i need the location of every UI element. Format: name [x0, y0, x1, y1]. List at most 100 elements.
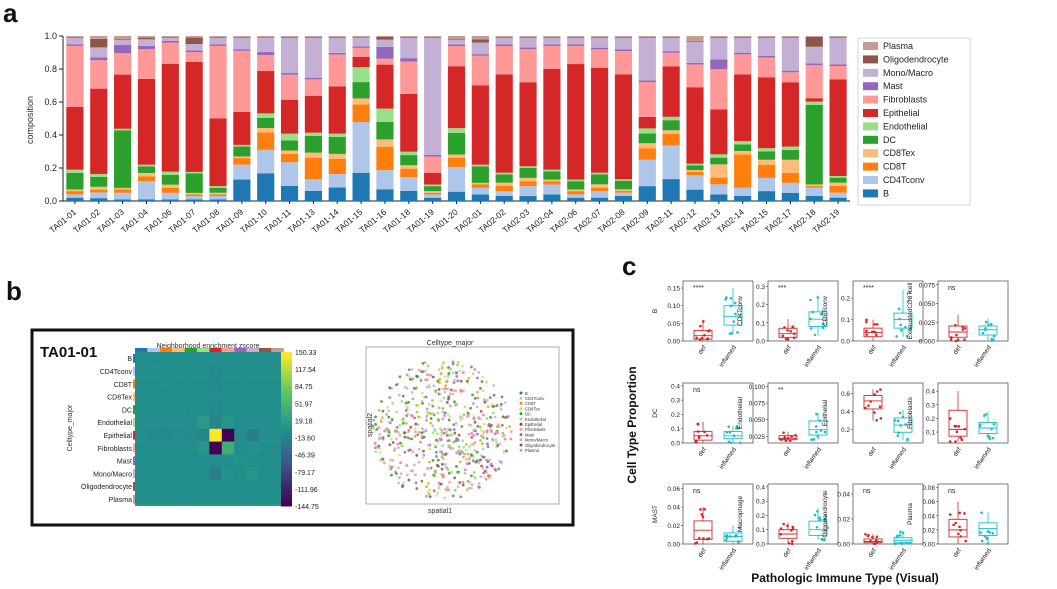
- colorbar-segment: [281, 359, 292, 365]
- stack-bar-segment: [352, 37, 370, 47]
- box-y-tick-label: 0.02: [667, 523, 680, 530]
- stack-bar-segment: [209, 45, 227, 119]
- spatial-cell-dot: [470, 453, 473, 457]
- heatmap-cell: [246, 377, 260, 391]
- spatial-cell-dot: [473, 396, 477, 400]
- stack-bar-segment: [280, 36, 299, 37]
- spatial-cell-dot: [447, 395, 451, 399]
- heatmap-cell: [246, 492, 260, 506]
- spatial-legend-label: B: [525, 391, 528, 396]
- stack-bar-segment: [495, 46, 513, 75]
- box-y-tick-label: 0.02: [837, 517, 850, 524]
- stack-bar-segment: [734, 151, 752, 155]
- spatial-cell-dot: [491, 411, 495, 415]
- spatial-cell-dot: [485, 398, 489, 402]
- box-point: [948, 417, 952, 420]
- box-point: [904, 541, 908, 545]
- heatmap-category-strip: [221, 348, 235, 352]
- spatial-cell-dot: [482, 475, 486, 479]
- box-y-tick-label: 0.00: [667, 542, 680, 549]
- box-y-tick-label: 0.4: [841, 409, 850, 416]
- stack-bar-segment: [447, 46, 466, 67]
- heatmap-cell: [184, 480, 198, 494]
- stack-bar-segment: [614, 51, 633, 75]
- stack-bar-segment: [257, 113, 275, 118]
- spatial-cell-dot: [387, 415, 391, 419]
- spatial-cell-dot: [440, 366, 444, 370]
- heatmap-cell: [234, 441, 247, 455]
- box-point: [979, 531, 983, 534]
- spatial-cell-dot: [381, 457, 385, 461]
- stack-bar-segment: [280, 73, 299, 75]
- box-point: [879, 417, 883, 420]
- spatial-legend-label: Plasma: [525, 448, 540, 453]
- heatmap-cell: [197, 377, 210, 391]
- spatial-cell-dot: [451, 447, 455, 450]
- box-point: [732, 434, 736, 438]
- heatmap-cell: [135, 403, 148, 417]
- spatial-cell-dot: [379, 436, 383, 440]
- spatial-cell-dot: [499, 407, 503, 411]
- box-point: [865, 333, 868, 336]
- spatial-cell-dot: [461, 416, 465, 420]
- heatmap-row-color-marker: [133, 366, 135, 376]
- heatmap-cell: [246, 467, 260, 481]
- stack-y-tick-labels: 0.0 0.2 0.4 0.6 0.8 1.0: [44, 31, 63, 206]
- box-point: [725, 296, 728, 299]
- heatmap-cell: [147, 403, 161, 417]
- heatmap-cell: [172, 416, 185, 430]
- box-point: [898, 534, 902, 537]
- box-point: [899, 530, 902, 534]
- heatmap-cell: [209, 364, 223, 378]
- heatmap-cell: [209, 352, 223, 366]
- stack-bar-segment: [114, 36, 132, 40]
- box-group-label: def: [867, 446, 878, 458]
- spatial-cell-dot: [425, 485, 428, 489]
- stack-bar-segment: [471, 54, 489, 56]
- heatmap-row-color-marker: [133, 482, 135, 491]
- spatial-cell-dot: [417, 415, 420, 419]
- stack-bar-segment: [710, 37, 728, 60]
- stack-bar-segment: [829, 186, 847, 193]
- spatial-cell-dot: [479, 387, 482, 390]
- stack-bar-segment: [710, 157, 728, 165]
- stack-bar-segment: [447, 166, 466, 192]
- stack-bar-segment: [424, 191, 442, 193]
- stack-bar-segment: [376, 64, 394, 109]
- stack-bar-segment: [805, 46, 823, 64]
- box-y-tick-label: 0.2: [671, 412, 680, 419]
- stack-bar-segment: [233, 50, 251, 112]
- stack-bar-segment: [543, 36, 561, 38]
- spatial-cell-dot: [427, 492, 431, 496]
- spatial-cell-dot: [381, 436, 385, 439]
- heatmap-cell: [259, 454, 272, 468]
- spatial-cell-dot: [448, 392, 452, 396]
- box-point: [786, 436, 790, 440]
- stack-bar-segment: [66, 197, 84, 201]
- box-iqr: [808, 520, 828, 536]
- stack-bar-segment: [567, 64, 585, 180]
- spatial-cell-dot: [400, 400, 404, 403]
- box-point: [702, 537, 705, 540]
- spatial-cell-dot: [419, 440, 423, 444]
- spatial-cell-dot: [455, 451, 458, 455]
- box-point: [872, 330, 876, 334]
- stack-bar-segment: [734, 196, 752, 201]
- heatmap-cell: [259, 352, 272, 366]
- stack-bar-segment: [757, 55, 776, 58]
- stack-bar-segment: [400, 37, 418, 59]
- stack-bar-segment: [543, 36, 561, 37]
- box-y-tick-label: 0.1: [926, 430, 935, 437]
- box-significance: **: [778, 387, 784, 394]
- spatial-cell-dot: [410, 391, 414, 394]
- heatmap-category-strip: [271, 348, 284, 352]
- stack-bar-segment: [495, 44, 513, 46]
- spatial-cell-dot: [501, 415, 505, 419]
- box-panel-frame: [852, 483, 924, 545]
- spatial-cell-dot: [481, 466, 485, 470]
- stack-bar-segment: [185, 173, 203, 193]
- spatial-cell-dot: [485, 437, 489, 440]
- spatial-cell-dot: [476, 396, 480, 400]
- spatial-cell-dot: [503, 401, 507, 405]
- stack-bar-segment: [304, 96, 322, 133]
